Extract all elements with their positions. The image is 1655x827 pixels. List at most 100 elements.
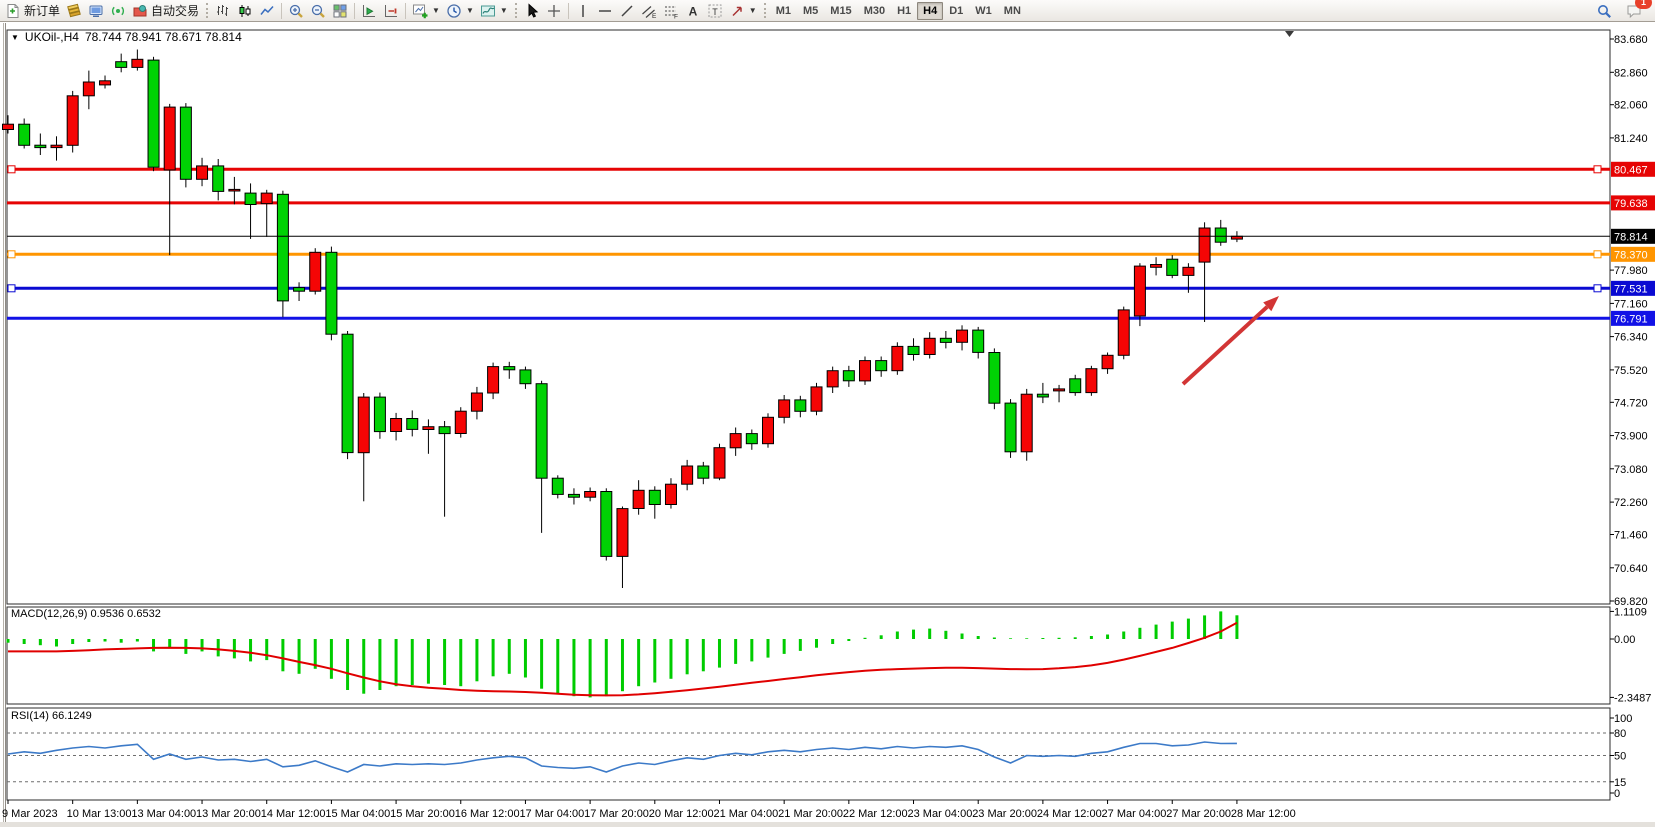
horizontal-level-lines[interactable] xyxy=(7,165,1610,320)
trendline-button[interactable] xyxy=(616,1,638,21)
candle-body xyxy=(50,144,63,149)
timeframe-button-h4[interactable]: H4 xyxy=(917,1,944,20)
timeframe-button-mn[interactable]: MN xyxy=(1003,4,1021,17)
candle-body xyxy=(196,165,209,180)
line-left-marker[interactable] xyxy=(7,284,16,293)
chart-shift-marker[interactable] xyxy=(1285,31,1294,37)
vertical-line-button[interactable] xyxy=(572,1,594,21)
candle-body xyxy=(1150,264,1163,268)
indicators-button[interactable] xyxy=(63,1,85,21)
new-order-button[interactable]: 新订单 xyxy=(2,1,63,21)
macd-panel[interactable] xyxy=(6,606,1611,705)
price-tick-label: 69.820 xyxy=(1614,596,1648,608)
signals-button[interactable] xyxy=(107,1,129,21)
line-left-marker[interactable] xyxy=(7,165,16,174)
candle-body xyxy=(519,369,532,385)
search-icon xyxy=(1598,4,1611,18)
line-left-marker[interactable] xyxy=(7,250,16,259)
market-watch-button[interactable] xyxy=(85,1,107,21)
candle-body xyxy=(18,123,31,146)
timeframe-button-m15[interactable]: M15 xyxy=(830,4,852,17)
time-tick-label: 16 Mar 12:00 xyxy=(455,808,520,820)
timeframe-button-m1[interactable]: M1 xyxy=(775,4,791,17)
svg-text:A: A xyxy=(688,4,697,18)
line-right-marker[interactable] xyxy=(1593,250,1602,259)
price-tick-label: 72.260 xyxy=(1614,497,1648,509)
fibonacci-button[interactable]: F xyxy=(660,1,682,21)
trend-arrow-annotation[interactable] xyxy=(1181,296,1279,386)
timeframe-button-h1[interactable]: H1 xyxy=(897,4,912,17)
candle-body xyxy=(891,345,904,372)
time-tick-label: 10 Mar 13:00 xyxy=(67,808,132,820)
horizontal-line-button[interactable] xyxy=(594,1,616,21)
line-right-marker[interactable] xyxy=(1593,165,1602,174)
auto-scroll-button[interactable] xyxy=(358,1,380,21)
chart-symbol-period: UKOil-,H4 xyxy=(24,30,79,44)
bars-icon xyxy=(217,4,229,16)
timeframe-button-m30[interactable]: M30 xyxy=(863,4,886,17)
timeframe-button-w1[interactable]: W1 xyxy=(975,4,992,17)
candle-body xyxy=(260,192,273,205)
left-splitter[interactable] xyxy=(3,23,6,827)
chevron-down-icon[interactable]: ▼ xyxy=(748,6,757,15)
search-button[interactable] xyxy=(1593,1,1615,21)
text-label-button[interactable]: T xyxy=(704,1,726,21)
price-tick-label: 71.460 xyxy=(1614,530,1648,542)
line-chart-button[interactable] xyxy=(256,1,278,21)
trendline-icon xyxy=(621,4,633,17)
chart-shift-button[interactable] xyxy=(380,1,402,21)
crosshair-button[interactable] xyxy=(543,1,565,21)
auto-trading-button-label: 自动交易 xyxy=(151,4,200,18)
candle-body xyxy=(664,483,677,506)
rsi-panel[interactable] xyxy=(6,707,1611,801)
timeframe-button-d1[interactable]: D1 xyxy=(949,4,964,17)
chart-title: ▼ UKOil-,H4 78.744 78.941 78.671 78.814 xyxy=(11,30,242,44)
chevron-down-icon[interactable]: ▼ xyxy=(432,6,440,15)
candle-body xyxy=(373,396,386,433)
chevron-down-icon[interactable]: ▼ xyxy=(465,6,474,15)
time-tick-label: 27 Mar 20:00 xyxy=(1166,808,1231,820)
time-tick-label: 15 Mar 04:00 xyxy=(325,808,390,820)
candle-body xyxy=(1085,368,1098,394)
templates-button[interactable]: ▼ xyxy=(477,1,511,21)
svg-text:78.814: 78.814 xyxy=(1614,231,1648,243)
macd-tick-label: 1.1109 xyxy=(1614,606,1647,618)
price-badge-76.791: 76.791 xyxy=(1611,310,1655,326)
candle-body xyxy=(1036,393,1049,398)
price-tick-label: 74.720 xyxy=(1614,397,1648,409)
cursor-button[interactable] xyxy=(521,1,543,21)
candle-body xyxy=(341,333,354,454)
chart-menu-caret[interactable]: ▼ xyxy=(11,32,19,42)
bar-chart-button[interactable] xyxy=(212,1,234,21)
text-button[interactable]: A xyxy=(682,1,704,21)
channel-button[interactable]: E xyxy=(638,1,660,21)
notifications-button[interactable]: 1 xyxy=(1623,0,1652,21)
auto-trading-button[interactable]: 自动交易 xyxy=(129,1,202,21)
candle-body xyxy=(923,337,936,355)
new-chart-button[interactable]: ▼ xyxy=(409,1,443,21)
candle-body xyxy=(842,370,855,382)
candle-body xyxy=(584,491,597,498)
candle-body xyxy=(988,352,1001,404)
line-right-marker[interactable] xyxy=(1593,284,1602,293)
zoom-in-button[interactable] xyxy=(285,1,307,21)
time-tick-label: 17 Mar 20:00 xyxy=(584,808,649,820)
periods-button[interactable]: ▼ xyxy=(443,1,477,21)
candle-body xyxy=(648,489,661,505)
template-icon xyxy=(480,5,495,16)
time-axis[interactable]: 9 Mar 2023 10 Mar 13:00 13 Mar 04:00 13 Mar… xyxy=(2,800,1296,820)
arrows-button[interactable]: ▼ xyxy=(726,1,760,21)
candle-body xyxy=(228,188,241,192)
candlestick-chart-button[interactable] xyxy=(234,1,256,21)
chevron-down-icon[interactable]: ▼ xyxy=(499,6,508,15)
gold-stack-icon xyxy=(67,3,81,17)
rsi-tick-label: 50 xyxy=(1614,751,1626,763)
candle-body xyxy=(1020,393,1033,453)
vline-icon xyxy=(582,4,584,17)
zoom-out-button[interactable] xyxy=(307,1,329,21)
timeframe-button-m5[interactable]: M5 xyxy=(803,4,819,17)
tile-windows-button[interactable] xyxy=(329,1,351,21)
candle-body xyxy=(745,433,758,445)
svg-text:78.370: 78.370 xyxy=(1614,249,1648,261)
